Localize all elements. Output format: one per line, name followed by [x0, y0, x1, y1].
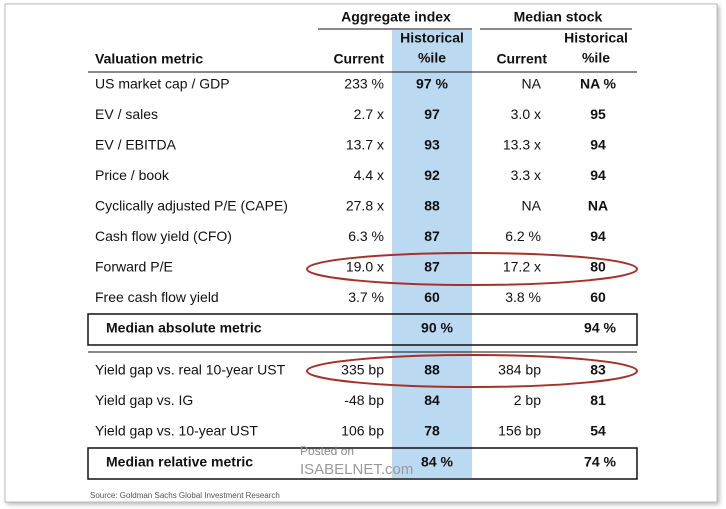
cell: 27.8 x: [346, 198, 384, 214]
cell: NA: [522, 198, 542, 214]
cell: 97 %: [416, 76, 448, 92]
summary-label: Median relative metric: [106, 454, 253, 470]
cell: 384 bp: [498, 362, 541, 378]
cell: -48 bp: [344, 392, 384, 408]
source-note: Source: Goldman Sachs Global Investment …: [90, 491, 280, 500]
cell: NA %: [580, 76, 617, 92]
summary-label: Median absolute metric: [106, 320, 262, 336]
cell: 93: [424, 137, 440, 153]
column-header: Historical: [400, 30, 464, 46]
cell: 94: [590, 137, 606, 153]
cell: 2 bp: [514, 392, 541, 408]
column-header: Current: [496, 51, 547, 67]
cell: 233 %: [344, 76, 384, 92]
cell: 6.2 %: [505, 228, 541, 244]
metric-label: Cash flow yield (CFO): [95, 228, 232, 244]
cell: NA: [522, 76, 542, 92]
cell: 3.0 x: [511, 106, 541, 122]
column-header: Current: [333, 51, 384, 67]
highlight-ellipse: [306, 354, 638, 388]
cell: 88: [424, 362, 440, 378]
metric-label: EV / EBITDA: [95, 137, 177, 153]
cell: 3.7 %: [348, 289, 384, 305]
cell: 97: [424, 106, 440, 122]
cell: 60: [424, 289, 440, 305]
column-header: Historical: [564, 30, 628, 46]
cell: 3.8 %: [505, 289, 541, 305]
cell: 88: [424, 198, 440, 214]
frame: [4, 3, 718, 503]
cell: 80: [590, 259, 606, 275]
metric-label: Free cash flow yield: [95, 289, 219, 305]
column-header: %ile: [582, 50, 610, 66]
column-header: Valuation metric: [95, 51, 203, 67]
watermark: ISABELNET.com: [300, 461, 413, 478]
highlight-ellipse: [306, 252, 638, 286]
cell: 106 bp: [341, 423, 384, 439]
metric-label: EV / sales: [95, 106, 158, 122]
cell: 92: [424, 167, 440, 183]
cell: 13.7 x: [346, 137, 384, 153]
cell: 87: [424, 259, 440, 275]
cell: 4.4 x: [354, 167, 384, 183]
group-header: Median stock: [514, 9, 603, 25]
cell: 60: [590, 289, 606, 305]
cell: 81: [590, 392, 606, 408]
column-header: %ile: [418, 50, 446, 66]
metric-label: Forward P/E: [95, 259, 173, 275]
cell: 84 %: [421, 454, 453, 470]
cell: 2.7 x: [354, 106, 384, 122]
cell: 19.0 x: [346, 259, 384, 275]
cell: 94 %: [584, 320, 616, 336]
cell: 74 %: [584, 454, 616, 470]
cell: 3.3 x: [511, 167, 541, 183]
rows: US market cap / GDP 233 % 97 % NA NA % EV / s…: [95, 76, 617, 470]
cell: 335 bp: [341, 362, 384, 378]
cell: 83: [590, 362, 606, 378]
group-header: Aggregate index: [341, 9, 451, 25]
metric-label: Cyclically adjusted P/E (CAPE): [95, 198, 288, 214]
summary-box: [87, 447, 638, 480]
metric-label: US market cap / GDP: [95, 76, 230, 92]
cell: 94: [590, 167, 606, 183]
watermark: Posted on: [300, 444, 354, 458]
cell: 95: [590, 106, 606, 122]
cell: 90 %: [421, 320, 453, 336]
cell: 54: [590, 423, 606, 439]
cell: 94: [590, 228, 606, 244]
cell: 156 bp: [498, 423, 541, 439]
metric-label: Yield gap vs. 10-year UST: [95, 423, 258, 439]
cell: 87: [424, 228, 440, 244]
cell: 17.2 x: [503, 259, 541, 275]
cell: 6.3 %: [348, 228, 384, 244]
cell: NA: [588, 198, 608, 214]
cell: 84: [424, 392, 440, 408]
cell: 13.3 x: [503, 137, 541, 153]
metric-label: Price / book: [95, 167, 170, 183]
metric-label: Yield gap vs. IG: [95, 392, 193, 408]
metric-label: Yield gap vs. real 10-year UST: [95, 362, 286, 378]
summary-box: [87, 313, 638, 346]
cell: 78: [424, 423, 440, 439]
